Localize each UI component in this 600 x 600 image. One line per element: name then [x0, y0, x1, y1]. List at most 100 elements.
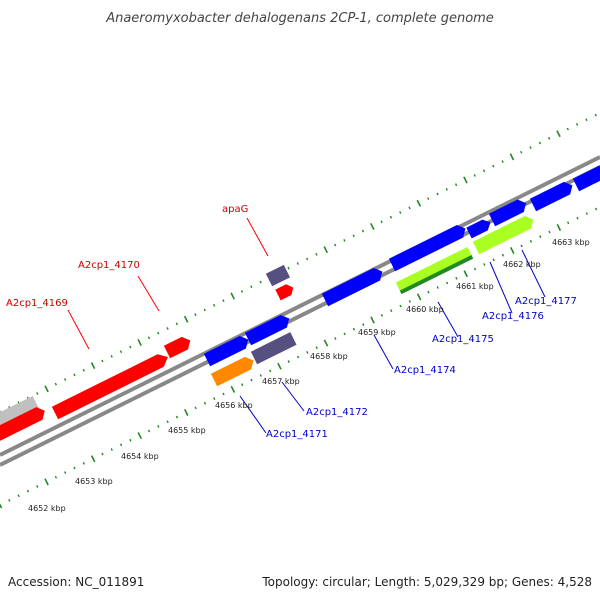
scale-tick	[110, 448, 113, 451]
scale-label: 4662 kbp	[503, 260, 541, 269]
scale-tick	[427, 290, 430, 294]
scale-tick	[501, 253, 505, 257]
scale-tick	[473, 267, 477, 271]
scale-tick	[380, 313, 384, 317]
gene-feature-blue-b[interactable]	[244, 312, 292, 346]
scale-tick	[455, 276, 458, 280]
map-title: Anaeromyxobacter dehalogenans 2CP-1, com…	[105, 11, 494, 26]
gene-label-apaG[interactable]: apaG	[222, 204, 248, 215]
scale-tick	[306, 350, 309, 354]
gene-feature-blue-a[interactable]	[203, 333, 251, 367]
scale-tick	[147, 336, 151, 340]
scale-tick	[509, 247, 515, 255]
backbone-outer	[0, 155, 600, 457]
gene-label-A2cp1_4169[interactable]: A2cp1_4169	[6, 298, 68, 309]
scale-tick	[333, 243, 337, 247]
scale-tick	[594, 207, 598, 211]
scale-tick	[408, 300, 412, 303]
scale-tick	[90, 455, 96, 463]
scale-tick	[287, 360, 290, 364]
scale-tick	[296, 262, 300, 265]
scale-tick	[334, 337, 337, 340]
scale-tick	[183, 315, 189, 323]
scale-tick	[390, 309, 393, 313]
gene-feature-gray[interactable]	[0, 395, 39, 431]
scale-tick	[548, 230, 551, 234]
scale-tick	[463, 270, 469, 278]
gene-label-A2cp1_4170[interactable]: A2cp1_4170	[78, 260, 140, 271]
scale-tick	[305, 257, 309, 261]
gene-feature-gray-rev[interactable]	[0, 404, 48, 449]
scale-tick	[370, 316, 375, 324]
scale-tick	[26, 489, 30, 493]
gene-feature-apaG-purple[interactable]	[265, 264, 291, 287]
scale-tick	[82, 461, 86, 465]
scale-label: 4652 kbp	[28, 504, 66, 513]
gene-label-A2cp1_4177[interactable]: A2cp1_4177	[515, 296, 577, 307]
gene-label-A2cp1_4172[interactable]: A2cp1_4172	[306, 407, 368, 418]
scale-tick	[556, 130, 561, 138]
scale-tick	[483, 263, 486, 266]
scale-tick	[463, 176, 468, 184]
gene-feature-blue-c[interactable]	[388, 222, 469, 272]
scale-tick	[175, 415, 179, 419]
scale-tick	[539, 235, 542, 239]
scale-tick	[509, 153, 515, 161]
gene-label-A2cp1_4175[interactable]: A2cp1_4175	[432, 334, 494, 345]
scale-tick	[119, 443, 123, 447]
gene-feature-A2cp1_4171[interactable]	[210, 354, 257, 387]
gene-feature-A2cp1_4170[interactable]	[163, 334, 194, 359]
scale-tick	[259, 280, 262, 284]
scale-tick	[566, 127, 569, 131]
scale-tick	[54, 475, 58, 479]
scale-tick	[82, 368, 85, 372]
scale-tick	[230, 385, 236, 393]
scale-tick	[501, 160, 504, 163]
gene-feature-A2cp1_4175[interactable]	[395, 246, 474, 295]
scale-tick	[129, 438, 132, 442]
gene-label-A2cp1_4174[interactable]: A2cp1_4174	[394, 365, 456, 376]
gene-feature-blue-e[interactable]	[529, 179, 576, 212]
scale-tick	[436, 192, 439, 196]
scale-tick	[277, 362, 282, 370]
scale-label: 4659 kbp	[358, 328, 396, 337]
gene-feature-A2cp1_4172[interactable]	[250, 332, 297, 365]
scale-tick	[380, 220, 383, 224]
scale-tick	[44, 478, 49, 486]
gene-feature-A2cp1_4174[interactable]	[321, 265, 386, 307]
scale-tick	[323, 339, 329, 347]
scale-tick	[240, 290, 244, 293]
scale-tick	[222, 299, 225, 303]
scale-tick	[343, 332, 346, 336]
scale-tick	[529, 239, 533, 243]
scale-tick	[408, 206, 411, 210]
gene-feature-A2cp1_4169[interactable]	[51, 351, 171, 420]
scale-tick	[17, 494, 20, 498]
gene-label-A2cp1_4176[interactable]: A2cp1_4176	[482, 311, 544, 322]
scale-tick	[492, 164, 495, 168]
scale-tick	[129, 345, 132, 349]
scale-label: 4663 kbp	[552, 238, 590, 247]
scale-label: 4656 kbp	[215, 401, 253, 410]
gene-feature-blue-d[interactable]	[466, 217, 493, 239]
gene-feature-blue-f[interactable]	[572, 163, 600, 192]
scale-tick	[315, 346, 318, 350]
scale-labels: 4652 kbp 4653 kbp 4654 kbp 4655 kbp 4656…	[28, 238, 590, 513]
scale-tick	[230, 292, 236, 300]
scale-tick	[175, 322, 179, 326]
scale-tick	[250, 378, 253, 382]
gene-feature-apaG[interactable]	[275, 282, 296, 301]
scale-tick	[538, 141, 542, 145]
gene-label-A2cp1_4171[interactable]: A2cp1_4171	[266, 429, 328, 440]
gene-feature-A2cp1_4176[interactable]	[472, 213, 537, 255]
scale-tick	[203, 308, 206, 312]
scale-tick	[352, 327, 356, 331]
scale-tick	[212, 303, 216, 307]
gene-feature-A2cp1_4177[interactable]	[488, 197, 529, 227]
outer-tick-ring	[0, 113, 597, 416]
scale-tick	[147, 429, 151, 433]
gene-leaders	[67, 217, 546, 434]
scale-tick	[323, 246, 329, 254]
scale-label: 4655 kbp	[168, 426, 206, 435]
